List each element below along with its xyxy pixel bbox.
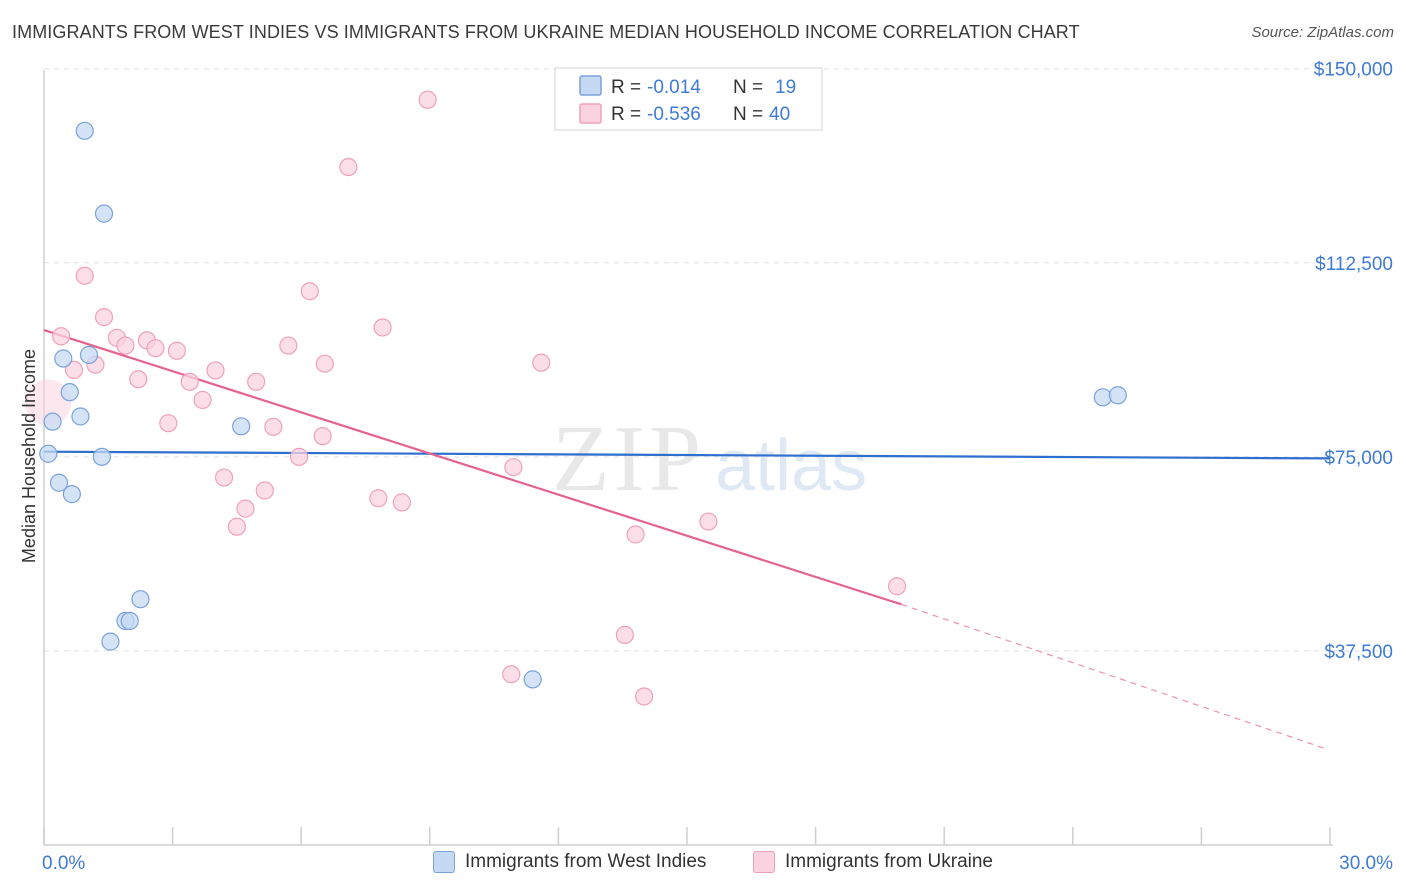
legend-r-value-1: -0.014 [647, 77, 701, 98]
point-ukraine-17[interactable] [227, 517, 246, 536]
legend-r-value-2: -0.536 [647, 104, 701, 125]
point-west-indies-10[interactable] [49, 473, 69, 492]
point-ukraine-21[interactable] [264, 417, 283, 436]
legend-n-label-2: N = [733, 104, 763, 125]
data-points [25, 90, 1127, 706]
point-ukraine-7[interactable] [116, 336, 135, 355]
point-ukraine-18[interactable] [236, 499, 255, 518]
point-west-indies-16[interactable] [523, 670, 542, 689]
legend-item-west-indies[interactable]: Immigrants from West Indies [433, 851, 706, 873]
point-ukraine-12[interactable] [167, 341, 186, 360]
y-tick-label-2: $112,500 [1315, 254, 1393, 275]
source-credit: Source: ZipAtlas.com [1251, 24, 1394, 41]
x-tick-label-0: 0.0% [42, 853, 85, 874]
point-ukraine-20[interactable] [255, 481, 274, 500]
point-west-indies-4[interactable] [60, 383, 79, 402]
zipatlas-watermark: ZIP atlas [552, 407, 867, 511]
point-west-indies-9[interactable] [92, 447, 111, 466]
legend-r-label-2: R = [611, 104, 641, 125]
y-tick-label-1: $75,000 [1324, 448, 1393, 469]
point-west-indies-17[interactable] [1093, 388, 1112, 407]
point-ukraine-13[interactable] [180, 372, 199, 391]
watermark-zip: ZIP [552, 407, 705, 511]
point-ukraine-36[interactable] [626, 525, 645, 544]
chart-title: IMMIGRANTS FROM WEST INDIES VS IMMIGRANT… [12, 22, 1080, 42]
point-west-indies-6[interactable] [43, 412, 62, 431]
point-ukraine-11[interactable] [159, 414, 178, 433]
legend-n-value-1: 19 [775, 77, 796, 98]
y-tick-label-3: $150,000 [1314, 60, 1393, 81]
point-ukraine-22[interactable] [279, 336, 298, 355]
point-west-indies-12[interactable] [131, 590, 150, 609]
legend-label-ukraine: Immigrants from Ukraine [785, 851, 993, 872]
point-west-indies-1[interactable] [94, 204, 114, 223]
legend-swatch-blue [433, 851, 455, 873]
point-ukraine-23[interactable] [289, 447, 309, 466]
point-west-indies-2[interactable] [54, 349, 73, 368]
point-ukraine-5[interactable] [94, 308, 114, 327]
legend-item-ukraine[interactable]: Immigrants from Ukraine [753, 851, 993, 873]
point-ukraine-25[interactable] [313, 427, 332, 446]
series-legend: Immigrants from West Indies Immigrants f… [0, 851, 1406, 877]
point-ukraine-34[interactable] [532, 353, 551, 372]
legend-n-label-1: N = [733, 77, 763, 98]
legend-swatch-ukraine [579, 103, 602, 124]
y-axis-label: Median Household Income [19, 349, 39, 563]
y-tick-labels: $37,500 $75,000 $112,500 $150,000 [1314, 60, 1393, 663]
point-ukraine-38[interactable] [699, 512, 718, 531]
point-ukraine-32[interactable] [502, 665, 521, 684]
point-ukraine-33[interactable] [504, 458, 523, 477]
point-ukraine-39[interactable] [887, 577, 907, 596]
legend-n-value-2: 40 [769, 104, 790, 125]
point-ukraine-19[interactable] [247, 372, 266, 391]
point-west-indies-5[interactable] [71, 407, 90, 426]
point-ukraine-2[interactable] [64, 360, 84, 380]
point-ukraine-29[interactable] [373, 318, 392, 337]
point-west-indies-0[interactable] [75, 121, 94, 140]
point-ukraine-15[interactable] [206, 361, 225, 380]
point-ukraine-31[interactable] [418, 90, 437, 109]
point-west-indies-11[interactable] [62, 485, 81, 504]
point-ukraine-26[interactable] [315, 354, 334, 373]
point-west-indies-8[interactable] [39, 444, 58, 463]
point-west-indies-15[interactable] [101, 632, 120, 651]
trend-lines [43, 329, 1331, 750]
point-ukraine-28[interactable] [369, 489, 388, 508]
point-ukraine-0[interactable] [25, 379, 72, 426]
point-ukraine-3[interactable] [75, 266, 94, 285]
point-ukraine-27[interactable] [339, 157, 358, 177]
point-ukraine-24[interactable] [300, 282, 319, 301]
legend-r-label-1: R = [611, 77, 641, 98]
point-west-indies-18[interactable] [1108, 386, 1127, 405]
x-tick-labels: 0.0% 30.0% [42, 853, 1393, 874]
grid-lines [44, 68, 1393, 652]
watermark-atlas: atlas [715, 426, 867, 506]
point-ukraine-14[interactable] [193, 390, 212, 410]
x-tick-label-1: 30.0% [1339, 853, 1393, 874]
point-ukraine-30[interactable] [392, 493, 412, 512]
point-ukraine-35[interactable] [615, 625, 634, 644]
legend-swatch-pink [753, 851, 775, 873]
point-ukraine-1[interactable] [52, 327, 71, 346]
point-west-indies-7[interactable] [232, 417, 251, 436]
legend-label-west-indies: Immigrants from West Indies [465, 851, 707, 872]
point-west-indies-3[interactable] [79, 345, 99, 364]
point-ukraine-16[interactable] [214, 468, 234, 487]
trend-line-ukraine-extension [901, 603, 1326, 750]
point-ukraine-10[interactable] [146, 339, 165, 358]
correlation-legend: R = -0.014 N = 19 R = -0.536 N = 40 [554, 67, 823, 131]
point-ukraine-8[interactable] [129, 370, 148, 389]
y-tick-label-0: $37,500 [1324, 642, 1393, 663]
trend-line-west-indies [43, 450, 1331, 460]
point-ukraine-37[interactable] [635, 687, 654, 706]
legend-swatch-west-indies [579, 75, 602, 96]
point-west-indies-14[interactable] [120, 611, 139, 631]
